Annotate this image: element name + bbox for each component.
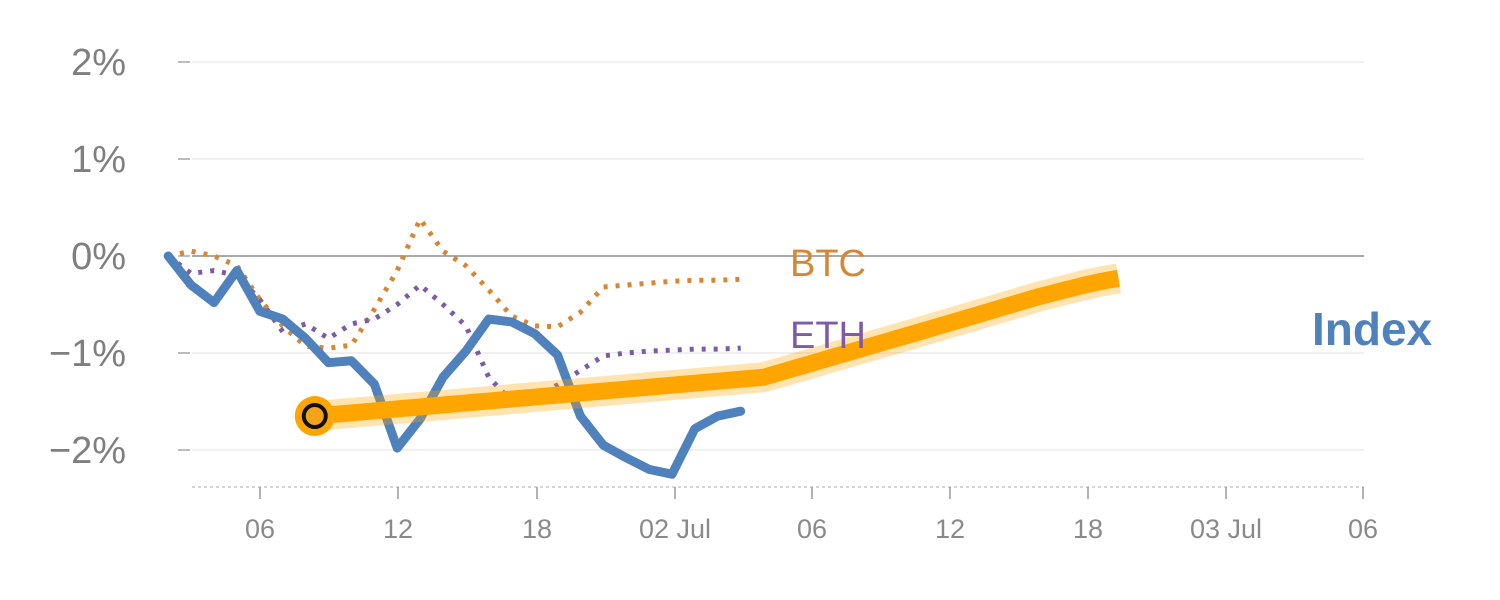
x-tick-label: 02 Jul	[639, 514, 711, 544]
x-tick-label: 06	[797, 514, 827, 544]
series-line-index	[163, 251, 746, 479]
x-tick-label: 03 Jul	[1190, 514, 1262, 544]
current-point-marker	[301, 403, 328, 430]
forecast-line	[314, 269, 1120, 425]
series-layer	[163, 216, 746, 479]
grid-layer	[192, 61, 1364, 451]
label-layer: 2% 1% 0% −1% −2% 06 12 18 02 Jul 06 12 18 03 Jul 06 BT…	[49, 42, 1433, 544]
y-tick-label: −2%	[49, 430, 126, 472]
x-tick-label: 18	[522, 514, 552, 544]
axis-layer	[178, 61, 1364, 499]
y-tick-label: 1%	[71, 139, 126, 181]
x-tick-label: 06	[1348, 514, 1378, 544]
x-tick-label: 12	[383, 514, 413, 544]
series-label-eth: ETH	[790, 315, 866, 357]
series-line-eth	[166, 254, 741, 404]
x-tick-label: 06	[245, 514, 275, 544]
x-tick-label: 18	[1073, 514, 1103, 544]
series-label-index: Index	[1312, 303, 1433, 355]
y-tick-label: −1%	[49, 333, 126, 375]
forecast-layer	[294, 263, 1123, 437]
y-tick-label: 0%	[71, 236, 126, 278]
series-line-btc	[167, 216, 741, 351]
series-label-btc: BTC	[790, 243, 866, 285]
x-tick-label: 12	[935, 514, 965, 544]
y-tick-label: 2%	[71, 42, 126, 84]
